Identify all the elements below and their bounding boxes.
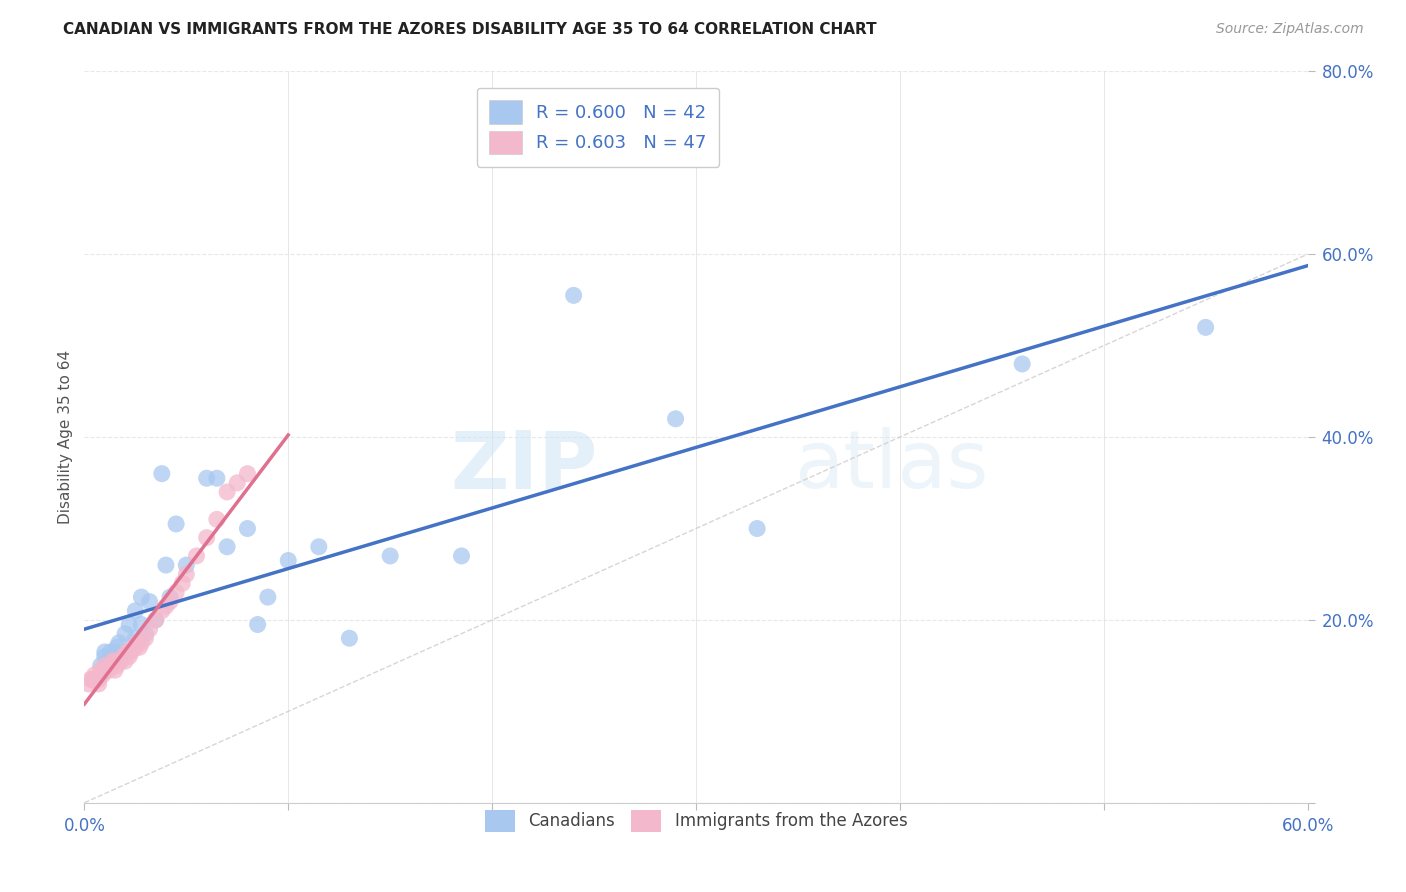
Y-axis label: Disability Age 35 to 64: Disability Age 35 to 64 xyxy=(58,350,73,524)
Point xyxy=(124,632,146,646)
Point xyxy=(665,412,688,426)
Point xyxy=(308,540,330,554)
Point xyxy=(217,540,239,554)
Point xyxy=(110,649,132,664)
Point xyxy=(174,558,197,573)
Point xyxy=(93,663,115,677)
Point xyxy=(277,553,299,567)
Point xyxy=(236,521,259,535)
Point xyxy=(90,663,112,677)
Point xyxy=(104,663,127,677)
Point xyxy=(97,654,120,668)
Point xyxy=(150,467,173,481)
Point xyxy=(101,654,124,668)
Point xyxy=(118,645,141,659)
Point xyxy=(97,663,120,677)
Point xyxy=(159,594,181,608)
Text: Source: ZipAtlas.com: Source: ZipAtlas.com xyxy=(1216,22,1364,37)
Point xyxy=(205,471,228,485)
Point xyxy=(79,673,101,687)
Point xyxy=(155,599,177,614)
Point xyxy=(127,636,149,650)
Point xyxy=(87,673,110,687)
Point xyxy=(165,516,187,531)
Point xyxy=(96,663,118,677)
Point xyxy=(138,622,160,636)
Legend: Canadians, Immigrants from the Azores: Canadians, Immigrants from the Azores xyxy=(478,804,914,838)
Point xyxy=(562,288,585,302)
Point xyxy=(77,677,100,691)
Point xyxy=(100,645,122,659)
Text: atlas: atlas xyxy=(794,427,988,506)
Point xyxy=(86,673,108,687)
Point xyxy=(118,649,141,664)
Point xyxy=(93,649,115,664)
Point xyxy=(155,558,177,573)
Point xyxy=(108,654,131,668)
Point xyxy=(138,594,160,608)
Point xyxy=(114,626,136,640)
Point xyxy=(186,549,208,563)
Point xyxy=(159,590,181,604)
Point xyxy=(174,567,197,582)
Point xyxy=(257,590,280,604)
Point xyxy=(104,654,127,668)
Point xyxy=(104,645,127,659)
Point xyxy=(105,640,128,655)
Point xyxy=(217,485,239,500)
Point xyxy=(83,667,105,681)
Point xyxy=(128,640,150,655)
Point xyxy=(150,604,173,618)
Point xyxy=(380,549,402,563)
Point xyxy=(118,645,141,659)
Point xyxy=(339,632,361,646)
Point xyxy=(93,645,115,659)
Point xyxy=(114,654,136,668)
Point xyxy=(131,590,153,604)
Point xyxy=(145,613,167,627)
Point xyxy=(145,613,167,627)
Point xyxy=(450,549,472,563)
Point xyxy=(90,667,112,681)
Point xyxy=(747,521,769,535)
Point xyxy=(82,673,104,687)
Point xyxy=(135,632,157,646)
Point xyxy=(93,658,115,673)
Point xyxy=(110,654,132,668)
Point xyxy=(131,617,153,632)
Point xyxy=(91,667,114,681)
Point xyxy=(246,617,269,632)
Text: ZIP: ZIP xyxy=(451,427,598,506)
Point xyxy=(236,467,259,481)
Point xyxy=(1011,357,1033,371)
Point xyxy=(124,604,146,618)
Point xyxy=(172,576,194,591)
Point xyxy=(100,658,122,673)
Point xyxy=(120,645,142,659)
Point xyxy=(195,471,218,485)
Point xyxy=(195,531,218,545)
Point xyxy=(122,640,145,655)
Point xyxy=(104,654,127,668)
Point xyxy=(112,649,135,664)
Point xyxy=(165,585,187,599)
Point xyxy=(87,677,110,691)
Point xyxy=(83,673,105,687)
Point xyxy=(1195,320,1218,334)
Point xyxy=(118,617,141,632)
Point xyxy=(105,658,128,673)
Point xyxy=(108,636,131,650)
Point xyxy=(90,658,112,673)
Point xyxy=(205,512,228,526)
Point xyxy=(124,640,146,655)
Point xyxy=(226,475,249,490)
Text: CANADIAN VS IMMIGRANTS FROM THE AZORES DISABILITY AGE 35 TO 64 CORRELATION CHART: CANADIAN VS IMMIGRANTS FROM THE AZORES D… xyxy=(63,22,877,37)
Point xyxy=(131,636,153,650)
Point xyxy=(115,645,138,659)
Point xyxy=(135,626,157,640)
